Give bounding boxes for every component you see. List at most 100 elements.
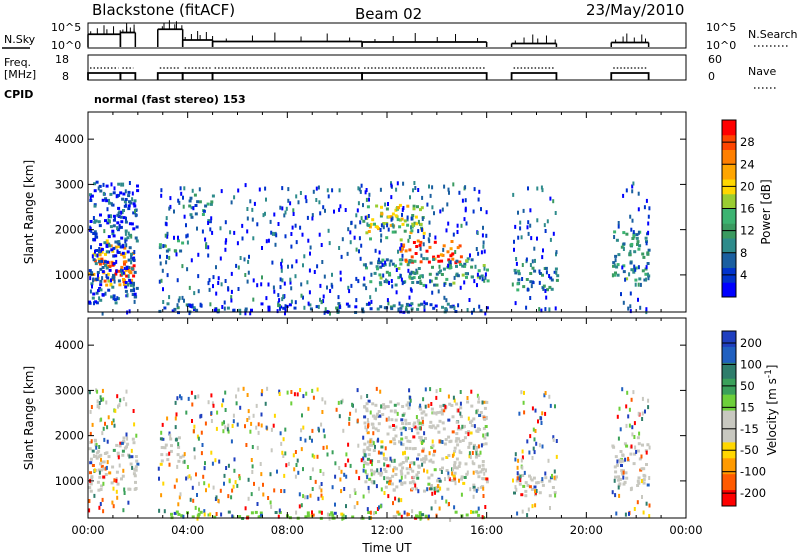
data-cell	[108, 201, 112, 205]
data-cell	[360, 458, 363, 463]
data-cell	[98, 224, 102, 228]
data-cell	[466, 308, 469, 312]
data-cell	[473, 307, 475, 312]
data-cell	[316, 454, 319, 459]
data-cell	[362, 464, 365, 468]
data-cell	[521, 474, 525, 477]
data-cell	[134, 487, 138, 490]
data-cell	[439, 410, 442, 414]
data-cell	[391, 262, 395, 266]
data-cell	[434, 490, 436, 495]
data-cell	[280, 261, 283, 266]
data-cell	[463, 262, 467, 266]
data-cell	[209, 202, 213, 206]
data-cell	[484, 272, 487, 277]
data-cell	[124, 198, 128, 201]
data-cell	[344, 515, 347, 520]
data-cell	[123, 252, 127, 256]
data-cell	[123, 200, 127, 204]
data-cell	[367, 421, 370, 426]
data-cell	[460, 475, 464, 479]
data-cell	[351, 515, 355, 519]
data-cell	[89, 471, 92, 475]
data-cell	[250, 308, 253, 312]
data-cell	[174, 400, 177, 405]
data-cell	[129, 271, 133, 275]
data-cell	[419, 246, 422, 251]
freq-label: Freq. [MHz]	[4, 56, 36, 81]
data-cell	[525, 257, 528, 262]
data-cell	[475, 488, 478, 493]
data-cell	[405, 403, 409, 407]
data-cell	[347, 442, 350, 447]
data-cell	[477, 506, 480, 511]
data-cell	[101, 270, 105, 274]
data-cell	[315, 198, 318, 202]
data-cell	[633, 250, 637, 254]
data-cell	[124, 237, 128, 241]
data-cell	[355, 298, 358, 303]
data-cell	[444, 477, 446, 482]
data-cell	[457, 303, 460, 308]
data-cell	[390, 195, 393, 200]
data-cell	[413, 272, 417, 275]
data-cell	[215, 426, 218, 431]
data-cell	[421, 227, 423, 232]
data-cell	[424, 454, 428, 458]
data-cell	[127, 194, 131, 198]
data-cell	[412, 481, 416, 485]
nave-label: Nave	[748, 65, 776, 78]
data-cell	[123, 446, 127, 450]
data-cell	[279, 431, 282, 436]
data-cell	[398, 479, 402, 483]
data-cell	[382, 457, 386, 460]
data-cell	[485, 233, 488, 238]
data-cell	[392, 304, 396, 308]
data-cell	[515, 257, 518, 261]
data-cell	[105, 274, 108, 278]
data-cell	[365, 427, 368, 432]
data-cell	[115, 478, 118, 483]
velocity-colorbar-swatch	[722, 410, 736, 427]
data-cell	[96, 253, 99, 258]
data-cell	[388, 262, 391, 267]
data-cell	[636, 484, 640, 487]
data-cell	[159, 261, 162, 266]
data-cell	[451, 252, 455, 256]
data-cell	[318, 510, 322, 514]
data-cell	[99, 298, 103, 302]
data-cell	[367, 224, 371, 227]
data-cell	[260, 282, 263, 287]
data-cell	[315, 186, 318, 191]
data-cell	[410, 288, 413, 293]
data-cell	[450, 305, 454, 309]
data-cell	[431, 265, 434, 269]
data-cell	[411, 487, 415, 491]
data-cell	[95, 445, 98, 450]
data-cell	[349, 494, 352, 499]
velocity-colorbar-swatch	[722, 474, 736, 491]
data-cell	[274, 242, 277, 247]
data-cell	[124, 203, 127, 208]
data-cell	[634, 267, 637, 272]
data-cell	[611, 490, 614, 495]
data-cell	[207, 281, 210, 286]
data-cell	[270, 504, 273, 509]
data-cell	[394, 467, 398, 471]
data-cell	[95, 301, 99, 305]
data-cell	[427, 514, 430, 519]
data-cell	[415, 427, 419, 431]
data-cell	[629, 291, 632, 296]
data-cell	[418, 435, 422, 439]
data-cell	[480, 468, 484, 472]
data-cell	[439, 486, 442, 491]
data-cell	[410, 255, 414, 259]
data-cell	[112, 246, 116, 250]
data-cell	[135, 433, 138, 438]
data-cell	[132, 409, 135, 413]
data-cell	[122, 436, 126, 440]
data-cell	[181, 264, 184, 269]
data-cell	[285, 463, 288, 468]
data-cell	[461, 198, 464, 203]
data-cell	[467, 445, 471, 449]
